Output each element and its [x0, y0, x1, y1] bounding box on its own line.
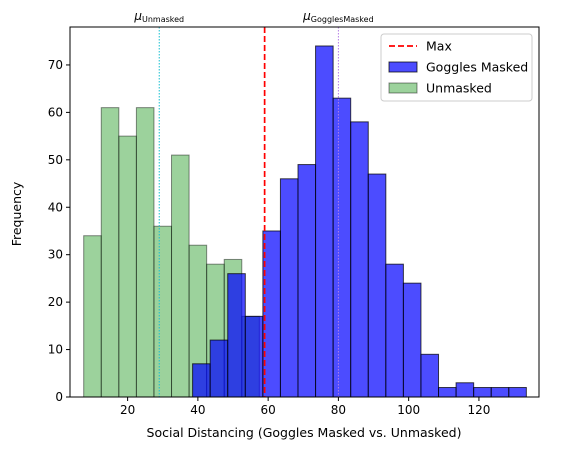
y-tick-label: 30	[48, 248, 63, 262]
goggles-masked-bar	[262, 230, 281, 398]
goggles-masked-bar	[420, 353, 440, 398]
legend-label: Max	[426, 39, 452, 54]
x-tick-label: 20	[120, 403, 135, 417]
x-tick-label: 80	[331, 403, 346, 417]
y-tick-label: 10	[48, 343, 63, 357]
y-axis-label: Frequency	[9, 181, 24, 246]
goggles-masked-bar	[438, 387, 457, 398]
mu-goggles-label: μGogglesMasked	[302, 9, 374, 24]
goggles-masked-bar	[350, 121, 369, 398]
axes-frame	[69, 26, 540, 398]
goggles-masked-bar	[192, 363, 211, 398]
legend-box	[380, 33, 533, 102]
y-tick-label: 70	[48, 58, 63, 72]
goggles-masked-bar	[297, 164, 317, 398]
unmasked-bar	[118, 135, 137, 398]
goggles-masked-bar	[455, 382, 475, 398]
y-tick-label: 20	[48, 295, 63, 309]
legend-label: Goggles Masked	[426, 60, 528, 75]
goggles-masked-bar	[209, 339, 229, 398]
x-tick-label: 100	[397, 403, 420, 417]
goggles-masked-bar	[227, 273, 246, 398]
y-tick-label: 60	[48, 105, 63, 119]
goggles-masked-bar	[385, 263, 404, 398]
legend-swatch-goggles-masked	[388, 61, 418, 73]
y-tick-label: 0	[55, 390, 63, 404]
goggles-masked-bar	[473, 387, 492, 398]
legend-swatch-unmasked	[388, 82, 418, 94]
goggles-masked-bar	[490, 387, 510, 398]
plot-area	[83, 27, 527, 398]
legend: Max Goggles Masked Unmasked	[380, 33, 533, 102]
y-tick-label: 50	[48, 153, 63, 167]
mu-unmasked-label: μUnmasked	[133, 9, 184, 24]
legend-label: Unmasked	[426, 81, 492, 96]
unmasked-bar	[153, 225, 173, 398]
unmasked-bar	[83, 235, 102, 398]
x-tick-label: 40	[190, 403, 205, 417]
goggles-masked-bar	[367, 173, 387, 398]
x-axis-label: Social Distancing (Goggles Masked vs. Un…	[147, 425, 462, 440]
y-tick-label: 40	[48, 200, 63, 214]
unmasked-bar	[171, 154, 190, 398]
goggles-masked-bar	[315, 45, 334, 398]
unmasked-bar	[135, 107, 155, 398]
goggles-masked-bar	[332, 97, 352, 398]
axes: μUnmasked μGogglesMasked 20 40 60 80 100 120 0 10…	[48, 9, 540, 417]
goggles-masked-bar	[279, 178, 299, 398]
unmasked-bar	[100, 107, 120, 398]
x-tick-label: 120	[467, 403, 490, 417]
goggles-masked-bar	[402, 282, 422, 398]
goggles-masked-bar	[508, 387, 527, 398]
goggles-masked-bar	[244, 315, 264, 398]
x-tick-label: 60	[260, 403, 275, 417]
